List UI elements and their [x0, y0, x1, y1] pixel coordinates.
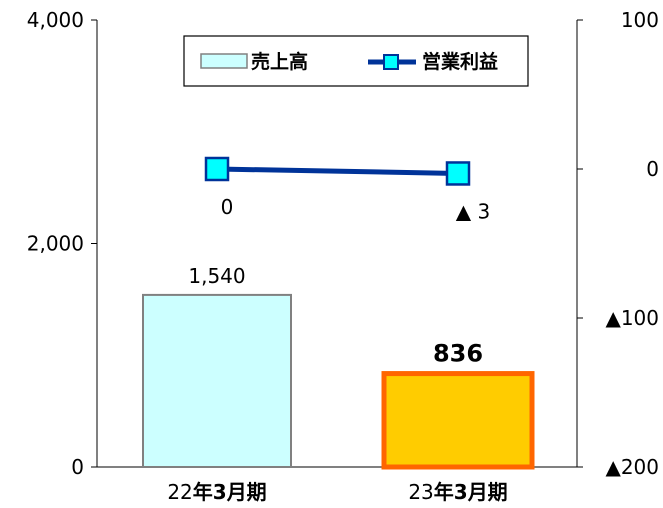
category-label-part: 年: [193, 480, 213, 504]
bar-value-label: 1,540: [188, 264, 245, 288]
data-labels: 1,540 836 0 ▲ 3: [188, 195, 490, 368]
right-axis-tick-label: ▲200: [605, 455, 659, 479]
x-axis-category-label: 23年3月期: [408, 480, 507, 504]
right-axis-tick-label: ▲100: [605, 306, 659, 330]
legend-label-profit: 営業利益: [422, 50, 498, 73]
line-series: [204, 156, 471, 186]
legend: 売上高 営業利益: [183, 35, 529, 87]
bar-series: [142, 293, 535, 470]
bar-value-label: 836: [433, 340, 483, 368]
line-value-label: 0: [221, 195, 234, 219]
bar-1: [142, 293, 292, 468]
x-axis-category-label: 22年3月期: [167, 480, 266, 504]
operating-profit-line: [216, 166, 459, 176]
category-label-part: 3: [454, 480, 468, 504]
line-point-marker: [204, 156, 230, 182]
legend-label-sales: 売上高: [251, 50, 308, 73]
category-label-part: 月期: [467, 480, 508, 504]
right-axis-tick-label: 100: [621, 8, 659, 32]
category-label-part: 月期: [226, 480, 267, 504]
left-axis-tick-label: 2,000: [27, 232, 84, 256]
category-label-part: 3: [213, 480, 227, 504]
category-label-part: 年: [434, 480, 454, 504]
left-axis-tick-label: 4,000: [27, 8, 84, 32]
bar-2: [381, 371, 535, 470]
legend-swatch-sales: [200, 53, 248, 69]
legend-marker-profit: [383, 54, 399, 70]
right-axis-tick-label: 0: [646, 157, 659, 181]
line-value-label: ▲ 3: [456, 199, 490, 223]
line-point-marker: [445, 161, 471, 186]
category-label-part: 22: [167, 480, 192, 504]
left-axis-tick-label: 0: [71, 455, 84, 479]
category-label-part: 23: [408, 480, 433, 504]
